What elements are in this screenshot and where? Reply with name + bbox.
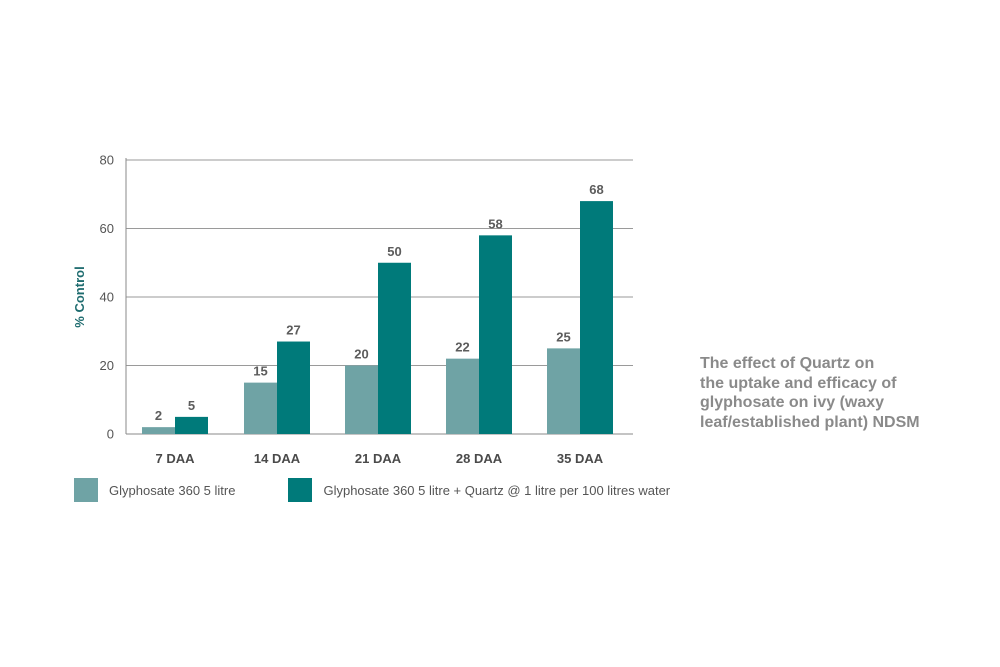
caption-line-3: glyphosate on ivy (waxy [700,394,885,411]
bar-series-1-21-daa [345,365,378,434]
legend-label-series-1: Glyphosate 360 5 litre [109,482,236,498]
data-label: 5 [188,398,195,413]
y-tick-label: 60 [100,221,114,236]
legend-swatch-series-1 [74,478,98,502]
data-label: 25 [556,329,570,344]
data-label: 27 [286,323,300,338]
bar-series-1-35-daa [547,348,580,434]
y-tick-label: 40 [100,290,114,305]
x-tick-label: 35 DAA [557,451,604,466]
y-tick-label: 0 [107,427,114,442]
legend: Glyphosate 360 5 litre Glyphosate 360 5 … [74,477,670,503]
legend-swatch-series-2 [288,478,313,502]
bar-series-1-14-daa [244,382,277,434]
bar-series-1-28-daa [446,358,479,434]
data-label: 50 [387,244,401,259]
bar-series-2-21-daa [378,262,411,434]
data-label: 20 [354,347,368,362]
y-tick-label: 20 [100,358,114,373]
bar-series-2-7-daa [175,416,208,434]
legend-label-series-2: Glyphosate 360 5 litre + Quartz @ 1 litr… [323,482,671,498]
x-tick-label: 7 DAA [155,451,195,466]
data-label: 58 [488,216,502,231]
x-tick-label: 21 DAA [355,451,402,466]
data-label: 68 [589,182,603,197]
y-tick-label: 80 [100,153,114,168]
chart-caption: The effect of Quartz on the uptake and e… [700,354,960,432]
bar-series-2-14-daa [277,341,310,434]
x-tick-label: 14 DAA [254,451,301,466]
legend-item-series-2: Glyphosate 360 5 litre + Quartz @ 1 litr… [288,478,670,502]
data-label: 2 [155,408,162,423]
bar-series-1-7-daa [142,427,175,434]
y-axis-label: % Control [72,266,87,327]
x-tick-label: 28 DAA [456,451,503,466]
caption-line-2: the uptake and efficacy of [700,374,897,392]
bars [142,201,613,434]
data-label: 15 [253,364,267,379]
data-label: 22 [455,340,469,355]
caption-line-1: The effect of Quartz on [700,355,875,372]
bar-series-2-35-daa [580,201,613,434]
legend-item-series-1: Glyphosate 360 5 litre [74,478,235,502]
caption-line-4: leaf/established plant) NDSM [700,413,920,431]
bar-series-2-28-daa [479,235,512,434]
